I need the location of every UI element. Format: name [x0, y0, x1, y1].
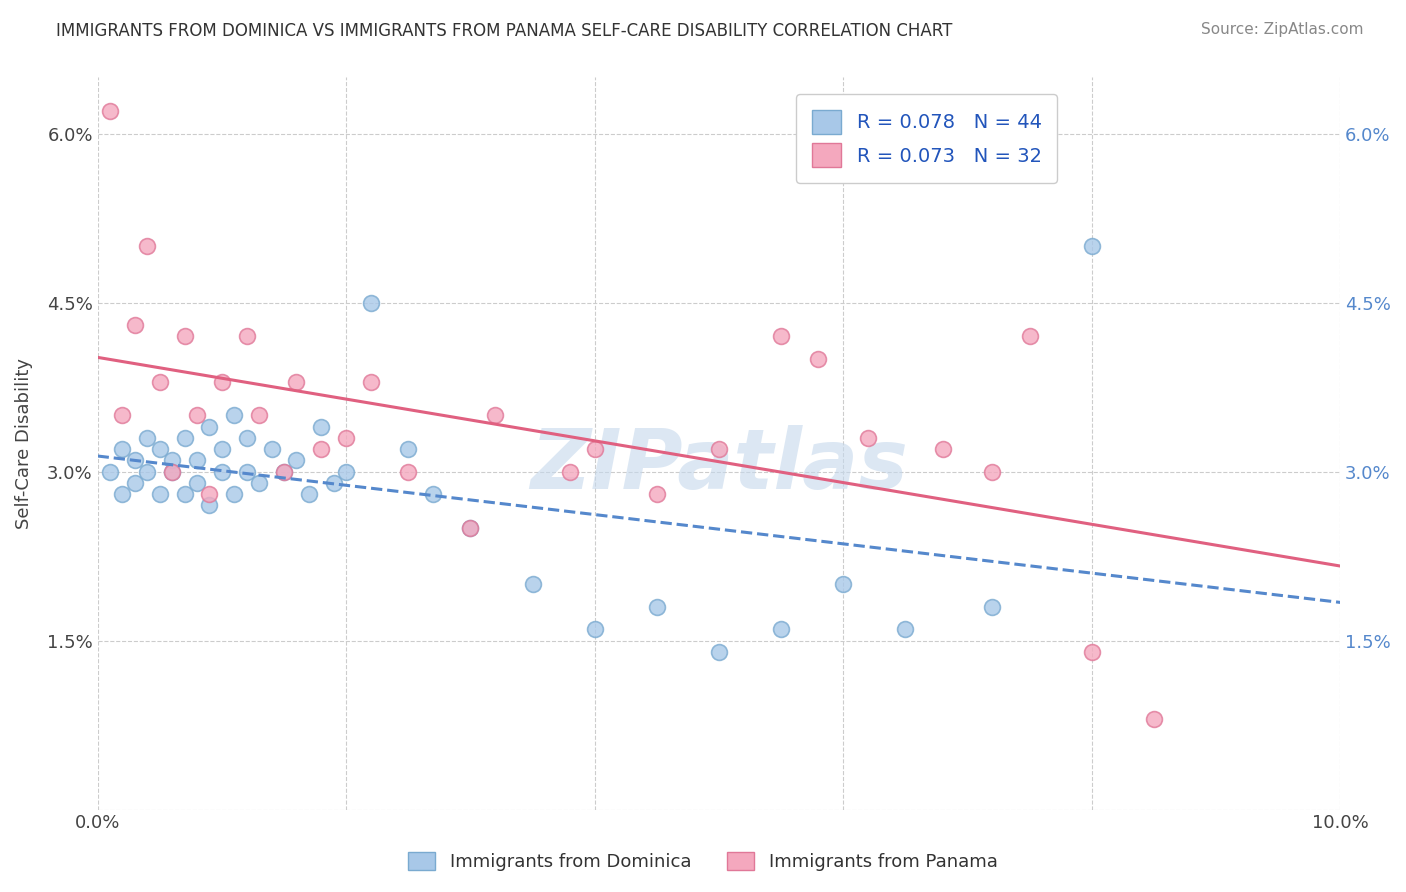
- Point: [186, 475, 208, 490]
- Point: [136, 431, 159, 445]
- Point: [273, 465, 295, 479]
- Point: [98, 465, 121, 479]
- Point: [645, 599, 668, 614]
- Point: [1018, 329, 1040, 343]
- Text: Source: ZipAtlas.com: Source: ZipAtlas.com: [1201, 22, 1364, 37]
- Point: [224, 409, 246, 423]
- Point: [160, 453, 183, 467]
- Text: ZIPatlas: ZIPatlas: [530, 425, 908, 506]
- Point: [124, 453, 146, 467]
- Point: [1143, 713, 1166, 727]
- Point: [807, 351, 830, 366]
- Point: [981, 465, 1004, 479]
- Point: [360, 295, 382, 310]
- Point: [285, 453, 308, 467]
- Point: [124, 475, 146, 490]
- Point: [522, 577, 544, 591]
- Point: [311, 419, 333, 434]
- Point: [98, 104, 121, 119]
- Point: [136, 239, 159, 253]
- Point: [235, 465, 257, 479]
- Point: [707, 645, 730, 659]
- Point: [931, 442, 953, 456]
- Point: [224, 487, 246, 501]
- Point: [335, 465, 357, 479]
- Point: [583, 442, 606, 456]
- Point: [770, 623, 793, 637]
- Point: [460, 521, 482, 535]
- Point: [894, 623, 917, 637]
- Point: [211, 442, 233, 456]
- Y-axis label: Self-Care Disability: Self-Care Disability: [15, 358, 32, 529]
- Point: [298, 487, 321, 501]
- Point: [173, 487, 195, 501]
- Point: [583, 623, 606, 637]
- Point: [770, 329, 793, 343]
- Point: [111, 409, 134, 423]
- Point: [335, 431, 357, 445]
- Point: [124, 318, 146, 333]
- Point: [311, 442, 333, 456]
- Point: [198, 419, 221, 434]
- Point: [856, 431, 879, 445]
- Point: [707, 442, 730, 456]
- Point: [460, 521, 482, 535]
- Point: [149, 442, 172, 456]
- Point: [173, 329, 195, 343]
- Point: [211, 465, 233, 479]
- Point: [111, 442, 134, 456]
- Point: [136, 465, 159, 479]
- Point: [273, 465, 295, 479]
- Point: [198, 487, 221, 501]
- Point: [173, 431, 195, 445]
- Point: [1080, 645, 1102, 659]
- Point: [484, 409, 506, 423]
- Point: [149, 487, 172, 501]
- Point: [396, 442, 419, 456]
- Point: [832, 577, 855, 591]
- Point: [247, 409, 270, 423]
- Point: [198, 499, 221, 513]
- Point: [149, 375, 172, 389]
- Text: IMMIGRANTS FROM DOMINICA VS IMMIGRANTS FROM PANAMA SELF-CARE DISABILITY CORRELAT: IMMIGRANTS FROM DOMINICA VS IMMIGRANTS F…: [56, 22, 953, 40]
- Point: [186, 409, 208, 423]
- Point: [235, 431, 257, 445]
- Point: [981, 599, 1004, 614]
- Point: [422, 487, 444, 501]
- Point: [360, 375, 382, 389]
- Point: [260, 442, 283, 456]
- Point: [160, 465, 183, 479]
- Point: [247, 475, 270, 490]
- Point: [645, 487, 668, 501]
- Legend: R = 0.078   N = 44, R = 0.073   N = 32: R = 0.078 N = 44, R = 0.073 N = 32: [796, 95, 1057, 183]
- Point: [211, 375, 233, 389]
- Point: [558, 465, 581, 479]
- Point: [235, 329, 257, 343]
- Point: [111, 487, 134, 501]
- Point: [186, 453, 208, 467]
- Legend: Immigrants from Dominica, Immigrants from Panama: Immigrants from Dominica, Immigrants fro…: [401, 845, 1005, 879]
- Point: [396, 465, 419, 479]
- Point: [160, 465, 183, 479]
- Point: [322, 475, 344, 490]
- Point: [285, 375, 308, 389]
- Point: [1080, 239, 1102, 253]
